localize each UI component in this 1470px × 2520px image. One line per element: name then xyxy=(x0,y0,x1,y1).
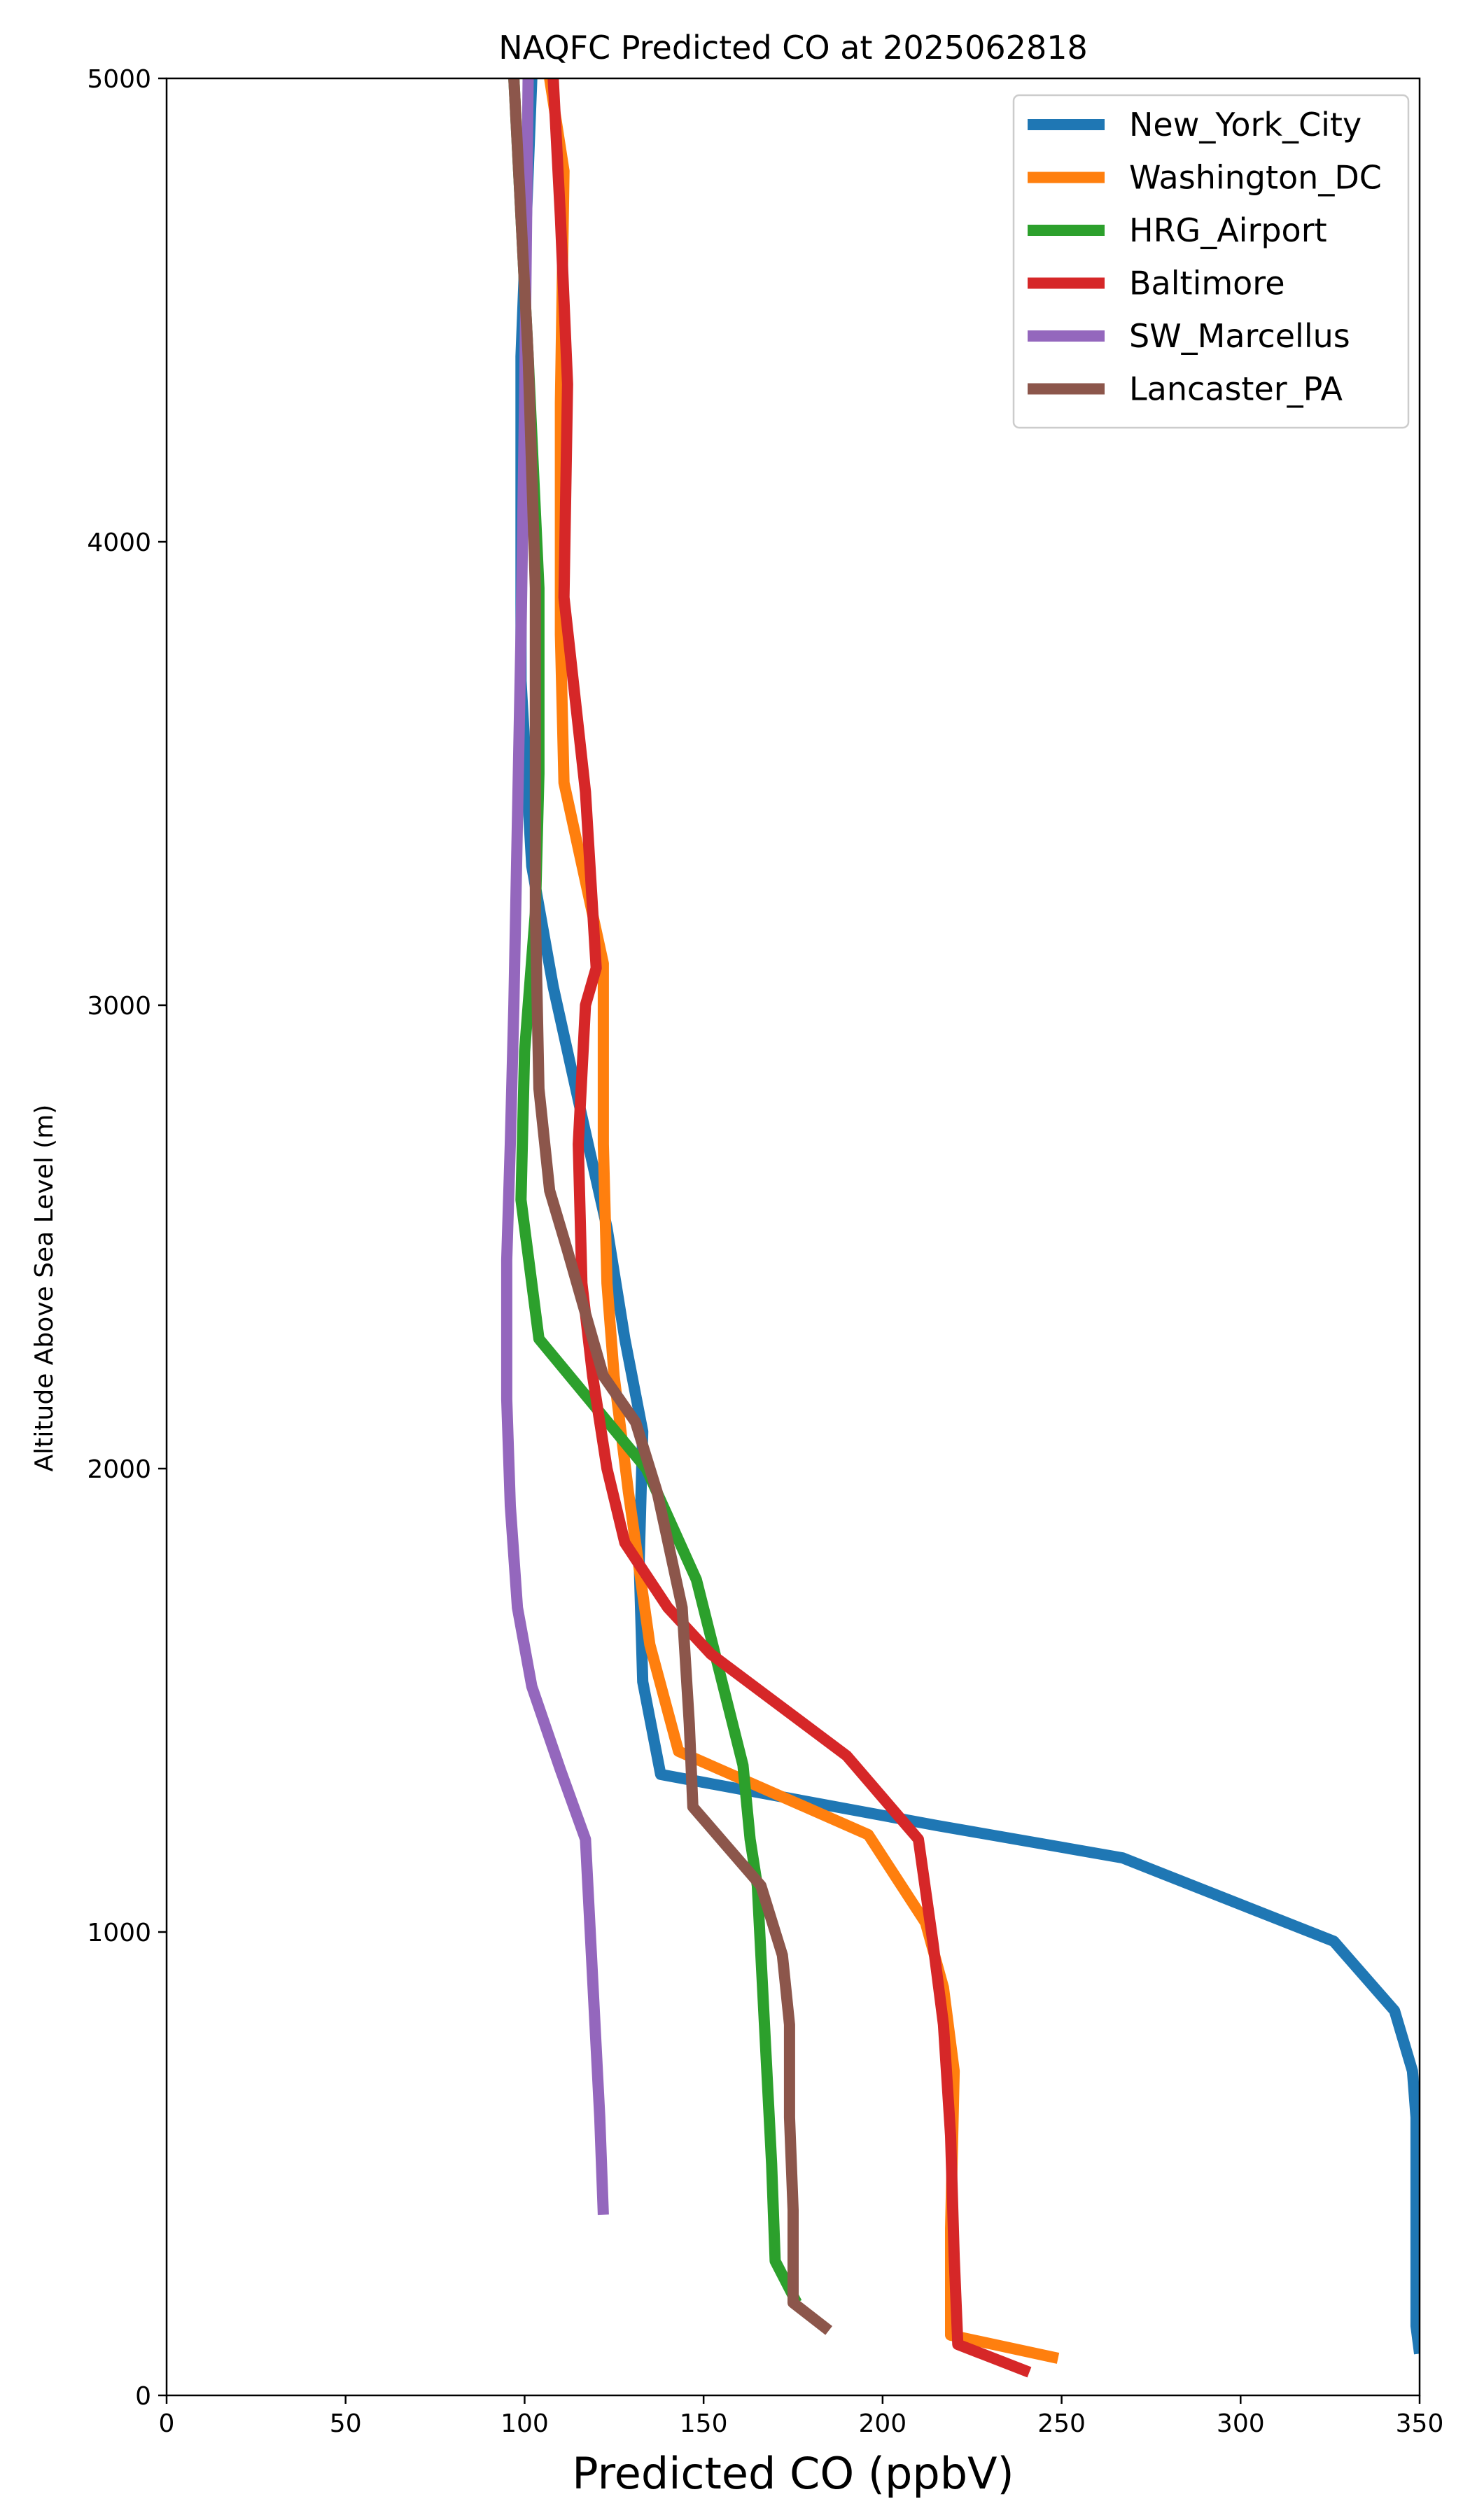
legend-label-sw-marcellus: SW_Marcellus xyxy=(1129,317,1350,355)
legend: New_York_City Washington_DC HRG_Airport Bal… xyxy=(1012,94,1410,429)
legend-box xyxy=(1012,94,1410,429)
series-line-baltimore xyxy=(547,78,1032,2378)
x-axis-label: Predicted CO (ppbV) xyxy=(572,2448,1014,2499)
y-tick-label: 0 xyxy=(135,2382,151,2411)
x-tick-label: 50 xyxy=(330,2409,362,2438)
chart-title: NAQFC Predicted CO at 2025062818 xyxy=(498,29,1088,66)
y-tick-label: 2000 xyxy=(87,1455,151,1484)
series-line-lancaster-pa xyxy=(508,78,833,2335)
legend-label-hrg-airport: HRG_Airport xyxy=(1129,211,1327,249)
y-tick-label: 3000 xyxy=(87,992,151,1021)
x-tick-label: 250 xyxy=(1037,2409,1086,2438)
x-axis-ticks: 0 50 100 150 200 250 300 350 xyxy=(159,2395,1444,2438)
legend-label-new-york-city: New_York_City xyxy=(1129,106,1362,144)
series-line-sw-marcellus xyxy=(500,78,609,2216)
legend-label-baltimore: Baltimore xyxy=(1129,265,1285,302)
y-tick-label: 4000 xyxy=(87,528,151,557)
y-tick-label: 1000 xyxy=(87,1919,151,1947)
y-axis-ticks: 0 1000 2000 3000 4000 5000 xyxy=(87,65,167,2411)
x-tick-label: 300 xyxy=(1217,2409,1265,2438)
y-axis-label: Altitude Above Sea Level (m) xyxy=(30,1105,59,1472)
x-tick-label: 200 xyxy=(858,2409,906,2438)
x-tick-label: 0 xyxy=(159,2409,175,2438)
x-tick-label: 150 xyxy=(680,2409,728,2438)
legend-label-lancaster-pa: Lancaster_PA xyxy=(1129,370,1343,408)
y-tick-label: 5000 xyxy=(87,65,151,94)
x-tick-label: 100 xyxy=(500,2409,549,2438)
legend-label-washington-dc: Washington_DC xyxy=(1129,159,1382,197)
axes-frame xyxy=(165,77,1421,2397)
x-tick-label: 350 xyxy=(1396,2409,1444,2438)
series-lines xyxy=(500,78,1420,2378)
